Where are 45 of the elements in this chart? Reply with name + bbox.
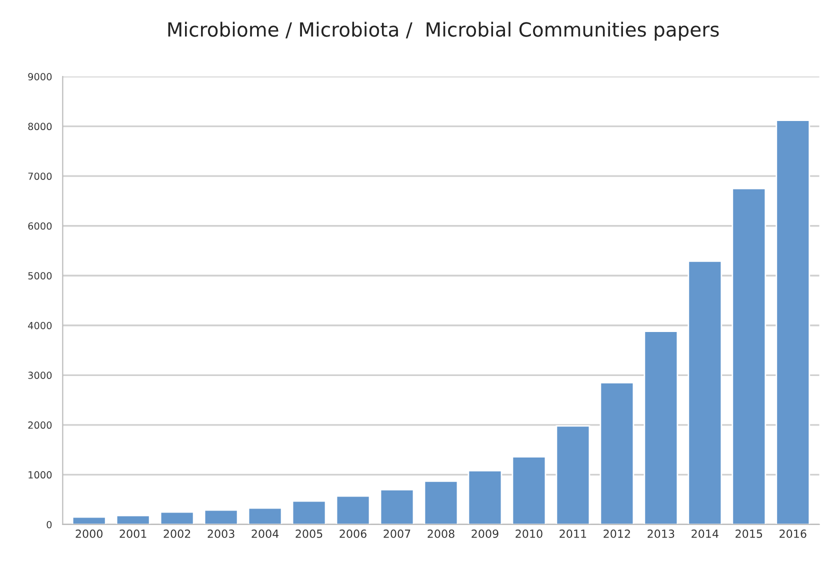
y-tick-label: 5000 — [28, 272, 52, 280]
bar — [468, 470, 502, 524]
bar — [424, 480, 458, 524]
x-tick-label: 2005 — [296, 530, 322, 538]
x-tick-label: 2000 — [76, 530, 102, 538]
chart-title: Microbiome / Microbiota / Microbial Communities papers — [168, 22, 719, 41]
bar — [512, 456, 546, 524]
x-tick-label: 2008 — [428, 530, 454, 538]
x-tick-label: 2007 — [384, 530, 410, 538]
bar — [204, 509, 238, 524]
x-tick-label: 2013 — [648, 530, 674, 538]
x-tick-label: 2014 — [692, 530, 718, 538]
bar — [248, 507, 282, 524]
y-tick-label: 6000 — [28, 222, 52, 230]
y-tick-label: 9000 — [28, 73, 52, 80]
x-tick-label: 2012 — [604, 530, 630, 538]
bar — [72, 516, 106, 524]
y-tick-label: 7000 — [28, 172, 52, 180]
x-tick-label: 2009 — [472, 530, 498, 538]
x-tick-label: 2004 — [252, 530, 279, 538]
bar — [160, 511, 194, 524]
x-tick-label: 2011 — [560, 530, 586, 538]
x-tick-label: 2015 — [736, 530, 762, 538]
bar — [644, 330, 678, 524]
bar — [732, 188, 766, 524]
bar — [116, 514, 150, 524]
y-tick-label: 2000 — [28, 421, 52, 429]
bar — [292, 500, 326, 524]
x-tick-label: 2016 — [780, 530, 806, 538]
bar — [336, 495, 370, 524]
x-tick-label: 2006 — [340, 530, 366, 538]
y-tick-label: 8000 — [28, 122, 52, 130]
y-tick-label: 0 — [46, 520, 52, 528]
y-tick-label: 1000 — [28, 471, 52, 479]
x-tick-label: 2002 — [164, 530, 190, 538]
x-tick-label: 2003 — [208, 530, 234, 538]
bar — [556, 425, 590, 524]
bar — [688, 260, 722, 524]
y-tick-label: 3000 — [28, 372, 52, 379]
x-tick-label: 2001 — [120, 530, 146, 538]
bar — [600, 382, 634, 524]
y-tick-label: 4000 — [28, 322, 52, 330]
x-tick-label: 2010 — [516, 530, 542, 538]
bar — [380, 488, 414, 524]
bar — [776, 120, 810, 524]
